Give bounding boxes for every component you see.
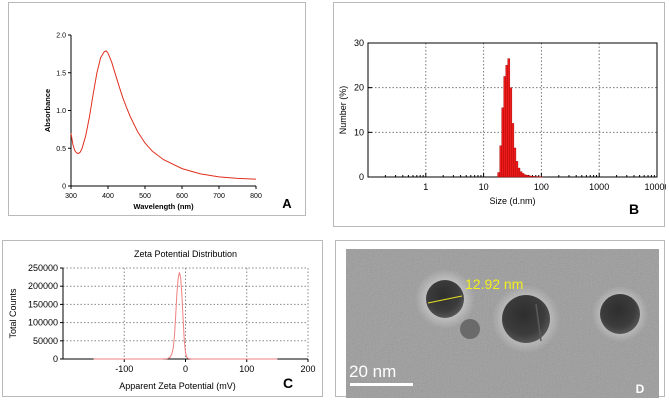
x-tick-label: 700 <box>213 193 225 200</box>
histogram-bar <box>519 171 523 178</box>
x-tick-label: 1 <box>423 182 428 192</box>
y-axis-label: Number (%) <box>338 86 348 135</box>
x-tick-label: 200 <box>300 364 315 374</box>
histogram-bar <box>509 87 513 178</box>
x-tick-label: 500 <box>139 193 151 200</box>
histogram-bar <box>503 76 506 178</box>
y-tick-label: 250000 <box>28 263 58 273</box>
y-tick-label: 10 <box>354 127 364 137</box>
x-tick-label: 600 <box>176 193 188 200</box>
y-axis-label: Total Counts <box>8 288 18 339</box>
x-tick-label: 800 <box>250 193 262 200</box>
measurement-line <box>427 295 463 304</box>
panel-a: A 0 0.5 1.0 1.5 2.0 300 400 500 600 700 800 Wavelen… <box>8 2 306 216</box>
x-tick-label: 10 <box>479 182 489 192</box>
x-tick-label: 100 <box>534 182 549 192</box>
x-tick-label: 300 <box>65 193 77 200</box>
particle-size-label: 12.92 nm <box>465 276 523 292</box>
absorbance-chart: A 0 0.5 1.0 1.5 2.0 300 400 500 600 700 800 Wavelen… <box>43 33 292 212</box>
histogram-bar <box>527 175 531 178</box>
histogram-bar <box>505 65 509 178</box>
y-tick-label: 0 <box>62 184 66 191</box>
panel-letter-a: A <box>282 196 292 211</box>
y-tick-label: 0 <box>359 172 364 182</box>
histogram-bar <box>529 175 533 178</box>
x-tick-label: -100 <box>115 364 133 374</box>
zeta-distribution-line <box>93 272 278 360</box>
x-axis-label: Apparent Zeta Potential (mV) <box>119 381 236 391</box>
panel-letter-c: C <box>283 375 293 391</box>
histogram-bar <box>497 172 500 178</box>
y-axis-label: Absorbance <box>43 89 52 132</box>
panel-b: B 1 10 100 1000 10000 0 10 20 30 Size (d.nm) Numbe… <box>333 2 669 227</box>
y-tick-label: 2.0 <box>56 33 66 40</box>
y-tick-label: 1.5 <box>56 70 66 77</box>
y-tick-label: 100000 <box>28 318 58 328</box>
histogram-bar <box>517 167 521 178</box>
y-tick-label: 20 <box>354 83 364 93</box>
y-tick-label: 1.0 <box>56 108 66 115</box>
histogram-bar <box>523 174 527 178</box>
size-distribution-chart: B 1 10 100 1000 10000 0 10 20 30 Size (d.nm) Numbe… <box>338 38 669 217</box>
histogram-bar <box>507 58 511 178</box>
y-tick-label: 200000 <box>28 281 58 291</box>
histogram-bar <box>515 161 519 178</box>
zeta-potential-chart: C Zeta Potential Distribution 0 50000 10000… <box>8 249 316 391</box>
y-tick-label: 0 <box>53 354 58 364</box>
tem-micrograph: 12.92 nm 20 nm D <box>346 249 659 398</box>
absorbance-line <box>70 50 257 180</box>
x-axis-label: Size (d.nm) <box>489 196 535 206</box>
x-tick-label: 100 <box>239 364 254 374</box>
y-tick-label: 50000 <box>33 336 58 346</box>
scale-bar <box>350 383 413 386</box>
nanoparticle <box>502 295 550 343</box>
panel-c: C Zeta Potential Distribution 0 50000 10000… <box>2 240 323 397</box>
y-tick-label: 30 <box>354 38 364 48</box>
x-tick-label: 0 <box>183 364 188 374</box>
panel-letter-d: D <box>636 382 645 396</box>
y-tick-label: 150000 <box>28 299 58 309</box>
chart-title: Zeta Potential Distribution <box>134 249 237 259</box>
y-tick-label: 0.5 <box>56 146 66 153</box>
histogram-bar <box>511 123 515 178</box>
x-tick-label: 10000 <box>644 182 666 192</box>
panel-letter-b: B <box>629 201 639 217</box>
histogram-bar <box>501 107 504 178</box>
x-tick-label: 1000 <box>589 182 609 192</box>
histogram-bar <box>513 147 517 178</box>
histogram-bar <box>531 176 535 178</box>
x-tick-label: 400 <box>102 193 114 200</box>
panel-d: 12.92 nm 20 nm D <box>335 240 665 398</box>
nanoparticle <box>460 319 480 339</box>
histogram-bar <box>525 175 529 178</box>
nanoparticle <box>600 294 640 334</box>
x-axis-label: Wavelength (nm) <box>133 202 194 211</box>
scale-bar-label: 20 nm <box>349 362 396 381</box>
histogram-bar <box>521 173 525 178</box>
